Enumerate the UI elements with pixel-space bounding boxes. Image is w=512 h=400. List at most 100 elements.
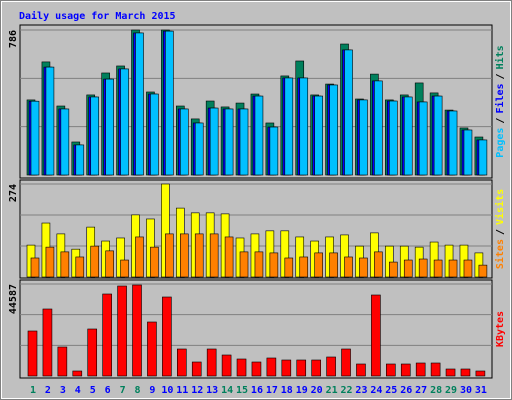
bar — [191, 361, 202, 377]
bar — [45, 66, 55, 176]
x-tick-label: 2 — [45, 385, 51, 396]
x-tick-label: 23 — [355, 385, 367, 396]
legend-entry: Visits — [494, 189, 506, 225]
x-tick-label: 13 — [206, 385, 218, 396]
legend-entry: KBytes — [495, 311, 506, 347]
bar — [42, 308, 53, 377]
x-tick-label: 7 — [120, 385, 126, 396]
bar — [254, 251, 264, 278]
x-tick-label: 31 — [475, 385, 487, 396]
bar — [299, 256, 309, 278]
bar — [57, 346, 68, 377]
x-tick-label: 26 — [400, 385, 412, 396]
x-tick-label: 19 — [296, 385, 308, 396]
bar — [478, 139, 488, 176]
bar — [221, 354, 232, 377]
x-tick-label: 3 — [60, 385, 66, 396]
bar — [209, 233, 219, 278]
legend: Pages / Files / Hits — [494, 45, 506, 157]
x-tick-label: 16 — [251, 385, 263, 396]
legend-entry: Files — [494, 83, 506, 113]
x-tick-label: 1 — [30, 385, 36, 396]
x-tick-label: 11 — [176, 385, 188, 396]
bar — [341, 348, 351, 377]
legend: KBytes — [495, 311, 506, 347]
bar — [27, 330, 38, 377]
bar — [359, 257, 368, 278]
chart-title: Daily usage for March 2015 — [19, 10, 176, 22]
x-tick-label: 17 — [266, 385, 278, 396]
bar — [180, 108, 189, 176]
x-tick-label: 10 — [161, 385, 173, 396]
bar — [30, 100, 40, 176]
bar — [403, 96, 413, 176]
bar — [356, 363, 366, 377]
bar — [329, 84, 338, 176]
bar — [147, 321, 157, 377]
x-tick-label: 20 — [311, 385, 323, 396]
bar — [251, 361, 262, 377]
bar — [165, 233, 174, 278]
x-tick-label: 14 — [221, 385, 233, 396]
bar — [72, 370, 83, 377]
bar — [206, 348, 217, 377]
bar — [418, 101, 428, 176]
x-tick-label: 28 — [430, 385, 442, 396]
bar — [344, 256, 353, 278]
bar — [254, 95, 264, 176]
legend-entry: Hits — [494, 45, 506, 69]
bar — [314, 95, 323, 176]
bar — [296, 359, 307, 377]
bar — [463, 129, 473, 176]
bar — [120, 68, 129, 176]
x-tick-label: 18 — [281, 385, 293, 396]
bar — [269, 126, 279, 176]
x-tick-label: 5 — [90, 385, 96, 396]
legend-entry: Pages — [495, 128, 506, 158]
x-tick-label: 22 — [341, 385, 353, 396]
x-tick-label: 30 — [460, 385, 472, 396]
y-tick-label: 44587 — [8, 284, 19, 314]
bar — [239, 108, 249, 176]
x-tick-label: 12 — [191, 385, 203, 396]
bar — [400, 363, 411, 377]
bar — [180, 233, 189, 278]
bar — [117, 285, 127, 377]
x-tick-label: 15 — [236, 385, 248, 396]
x-tick-label: 24 — [370, 385, 382, 396]
x-tick-label: 4 — [75, 385, 81, 396]
bar — [150, 246, 159, 278]
bar — [194, 122, 204, 176]
bar — [389, 261, 398, 278]
bar — [344, 49, 353, 176]
bar — [266, 357, 277, 377]
bar — [90, 96, 100, 176]
bar — [87, 328, 98, 377]
bar — [224, 236, 234, 278]
bar — [45, 246, 55, 278]
bar — [445, 368, 456, 377]
bar — [239, 251, 249, 278]
bar — [281, 359, 292, 377]
x-tick-label: 21 — [326, 385, 338, 396]
bar — [371, 294, 381, 377]
bar — [284, 77, 294, 176]
bar — [60, 251, 70, 278]
bar — [359, 99, 368, 176]
bar — [105, 78, 114, 176]
bar — [135, 32, 144, 176]
bar — [284, 257, 294, 278]
panel — [19, 279, 493, 379]
bar — [418, 258, 428, 278]
bar — [194, 233, 204, 278]
bar — [105, 250, 114, 278]
legend-separator: / — [495, 229, 506, 235]
bar — [389, 100, 398, 176]
bar — [269, 252, 279, 278]
bar — [224, 108, 234, 176]
bar — [415, 362, 426, 377]
y-tick-label: 786 — [8, 30, 19, 48]
